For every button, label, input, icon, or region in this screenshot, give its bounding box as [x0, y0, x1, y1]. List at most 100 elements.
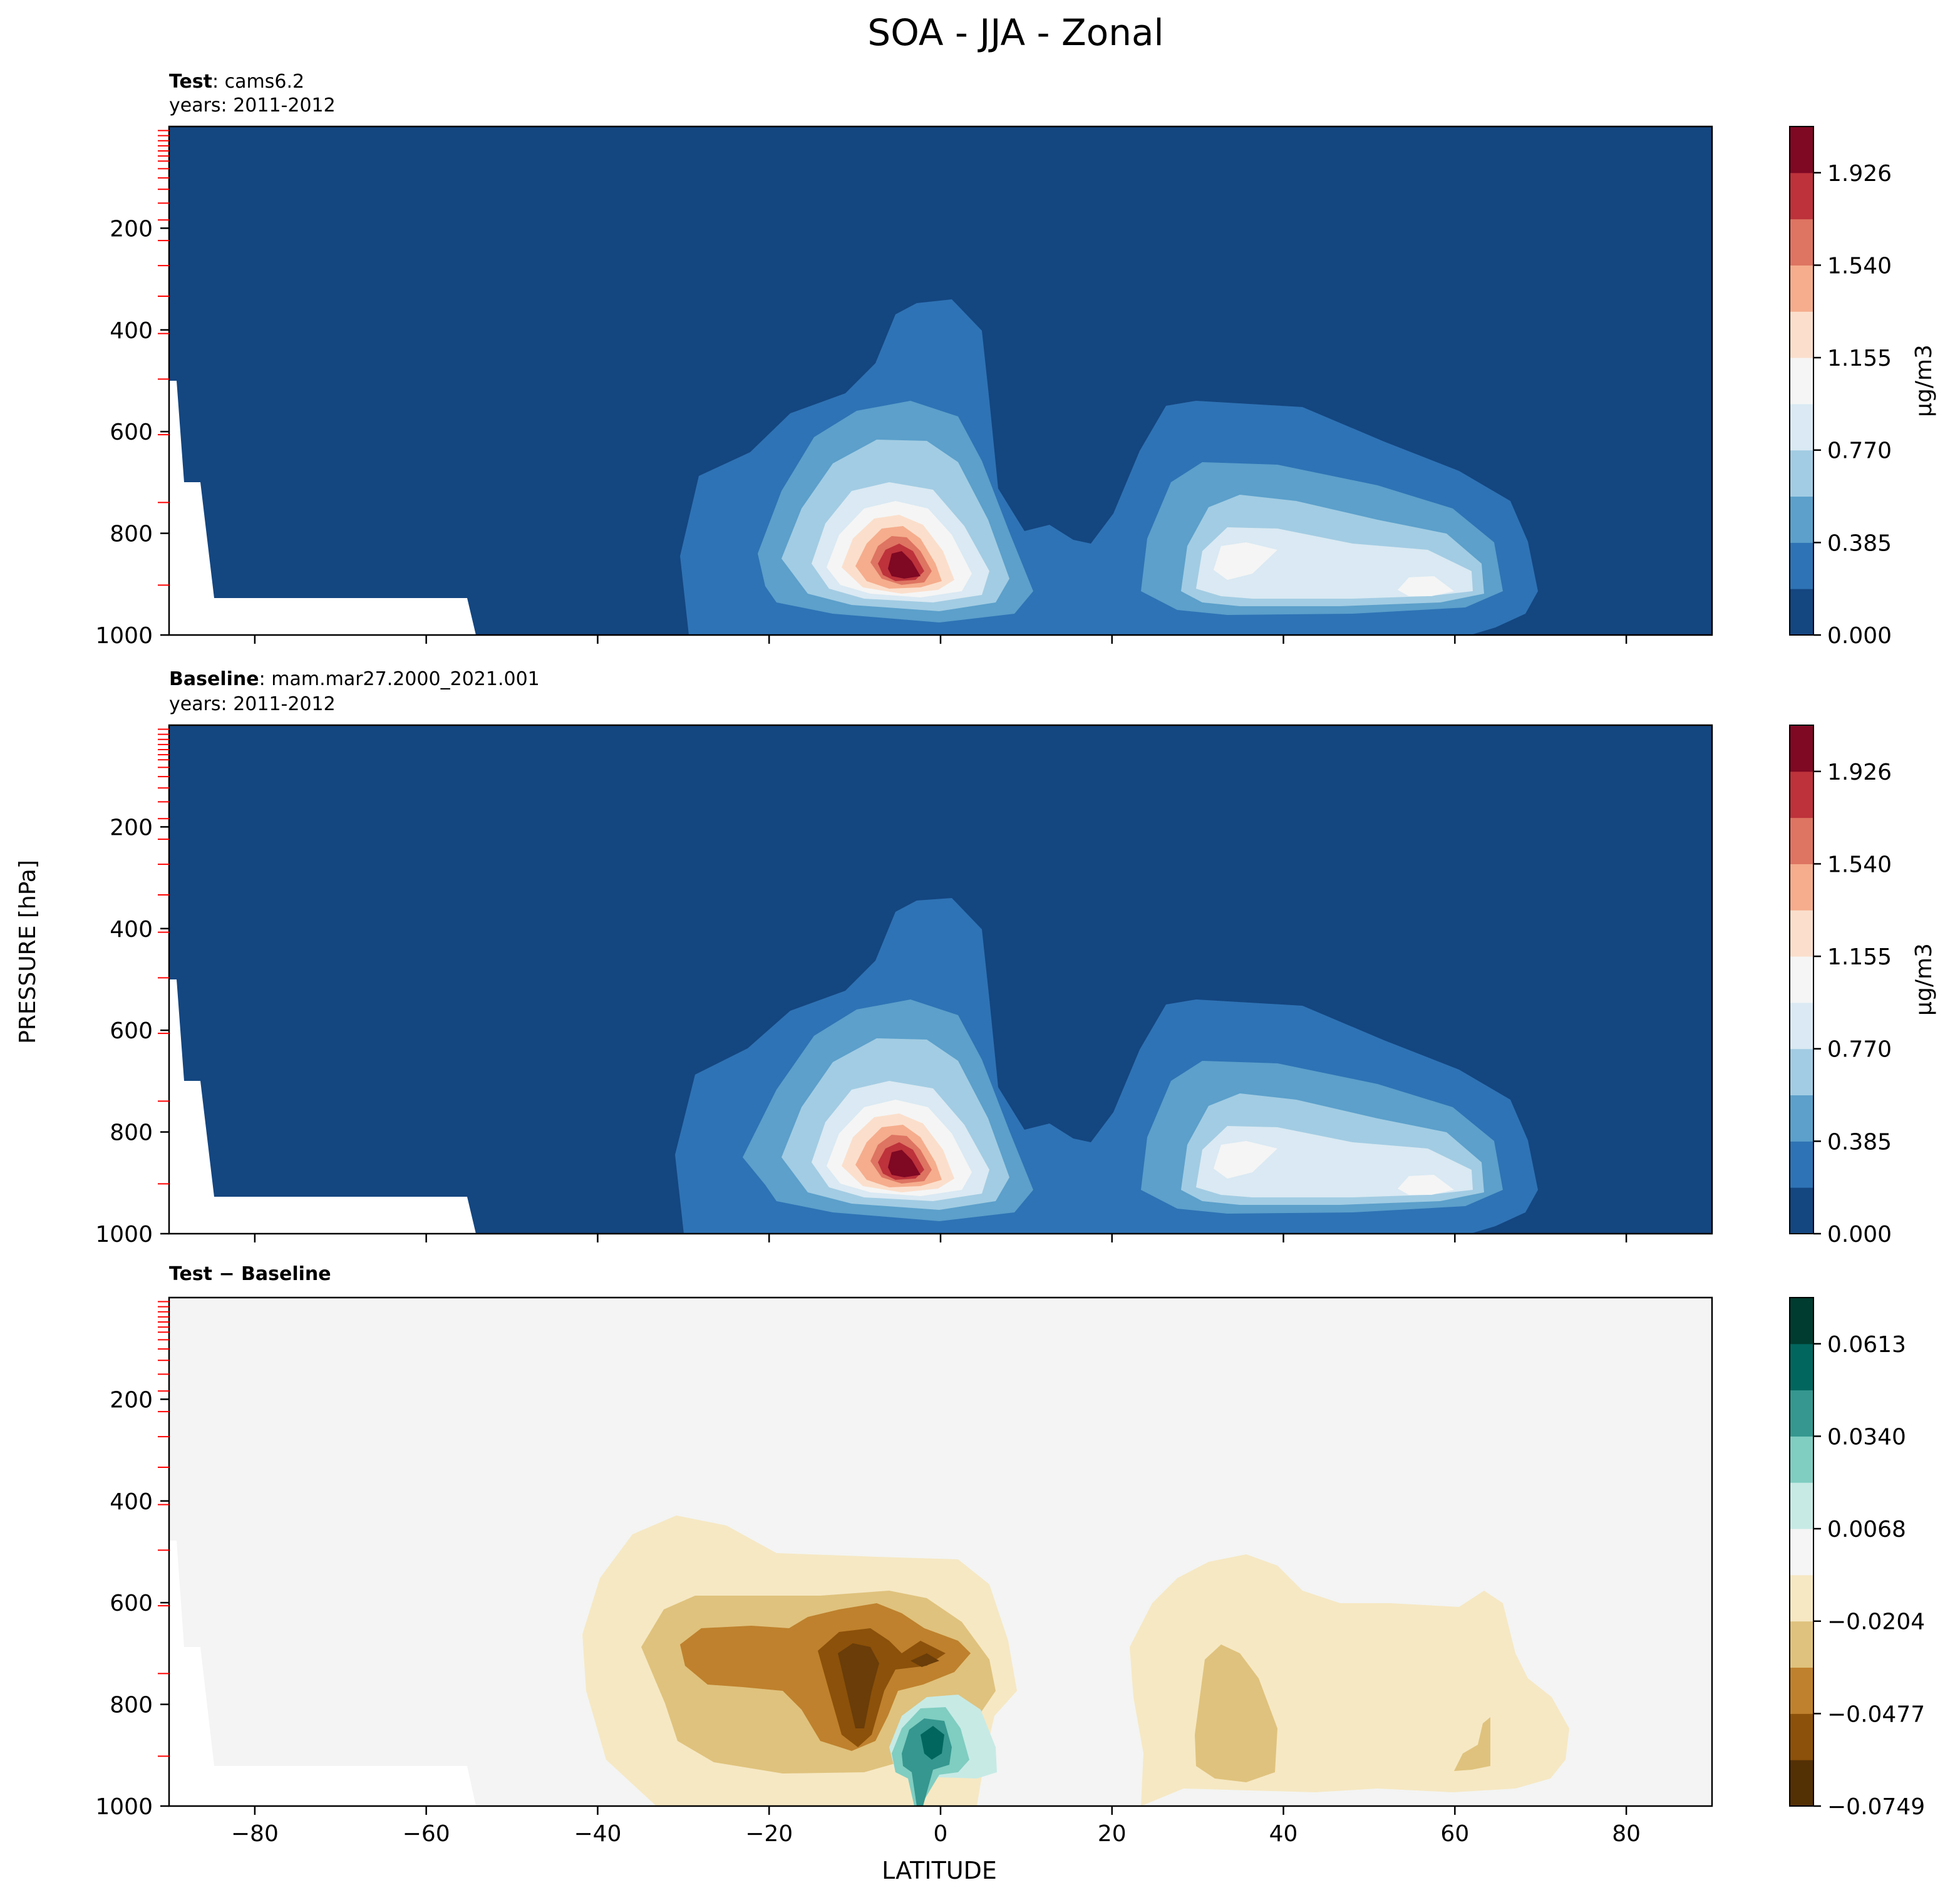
- colorbar-swatch: [1790, 311, 1813, 358]
- colorbar-tick-label: 0.000: [1827, 1222, 1892, 1247]
- colorbar-tick-label: 0.385: [1827, 530, 1892, 556]
- colorbar-tick-label: 1.155: [1827, 346, 1892, 371]
- colorbar-swatch: [1790, 1187, 1813, 1234]
- colorbar-tick-label: 1.155: [1827, 944, 1892, 970]
- colorbar-swatch: [1790, 1436, 1813, 1483]
- panel-test-contours: [169, 126, 1712, 635]
- panel-test: Test: cams6.2 years: 2011-2012 200 400 600…: [95, 71, 1713, 649]
- x-tick-label: 0: [934, 1821, 948, 1847]
- x-tick-label: −20: [745, 1821, 793, 1847]
- contour-level-10: [888, 1150, 921, 1177]
- colorbar-swatch: [1790, 219, 1813, 266]
- colorbar-label: μg/m3: [1911, 943, 1937, 1016]
- panel-baseline-subtitle: years: 2011-2012: [169, 693, 336, 715]
- y-tick-label: 200: [110, 216, 153, 242]
- colorbar-tick-label: −0.0477: [1827, 1701, 1925, 1727]
- colorbar-swatch: [1790, 403, 1813, 451]
- y-tick-label: 800: [110, 522, 153, 547]
- colorbar-swatch: [1790, 1002, 1813, 1050]
- colorbar-swatch: [1790, 126, 1813, 173]
- panel-difference-contours: [169, 1298, 1712, 1806]
- colorbar-swatch: [1790, 1621, 1813, 1668]
- colorbar-tick-label: 1.926: [1827, 760, 1892, 785]
- colorbar-swatch: [1790, 1343, 1813, 1391]
- colorbar-swatch: [1790, 1482, 1813, 1529]
- colorbar-swatch: [1790, 1141, 1813, 1188]
- contour-level-4: [812, 1081, 1473, 1201]
- figure-title: SOA - JJA - Zonal: [867, 11, 1163, 54]
- panel-baseline-title-bold: Baseline: [169, 668, 259, 690]
- colorbar-swatch: [1790, 496, 1813, 543]
- colorbar-frame: [1789, 126, 1814, 636]
- panel-test-subtitle: years: 2011-2012: [169, 95, 336, 116]
- colorbar-tick-label: 0.0068: [1827, 1517, 1906, 1542]
- missing-data-region: [169, 979, 476, 1234]
- panel-test-axes: 200 400 600 800 1000: [95, 130, 1627, 649]
- y-tick-label: 600: [110, 420, 153, 445]
- x-tick-label: −80: [231, 1821, 279, 1847]
- colorbar-swatch: [1790, 265, 1813, 312]
- panel-baseline-axes: 200 400 600 800 1000: [95, 728, 1627, 1247]
- contour-pos-4: [921, 1726, 944, 1760]
- colorbar-swatch: [1790, 817, 1813, 864]
- panel-test-title-bold: Test: [169, 71, 212, 93]
- colorbar-frame: [1789, 1297, 1814, 1807]
- colorbar-swatch: [1790, 1574, 1813, 1622]
- y-tick-label: 1000: [95, 1222, 153, 1247]
- colorbar-tick-label: 1.926: [1827, 161, 1892, 187]
- colorbar-swatch: [1790, 725, 1813, 772]
- colorbar-swatch: [1790, 172, 1813, 220]
- colorbar-swatch: [1790, 450, 1813, 497]
- colorbar-label: μg/m3: [1911, 344, 1937, 417]
- panel-baseline-title-rest: : mam.mar27.2000_2021.001: [259, 668, 540, 690]
- y-tick-label: 600: [110, 1591, 153, 1616]
- colorbar-frame: [1789, 725, 1814, 1234]
- y-tick-label: 200: [110, 815, 153, 840]
- x-tick-label: −60: [403, 1821, 450, 1847]
- x-tick-label: 40: [1269, 1821, 1298, 1847]
- x-tick-label: −40: [574, 1821, 621, 1847]
- colorbar-swatch: [1790, 1760, 1813, 1807]
- colorbar-swatch: [1790, 1390, 1813, 1437]
- colorbar-swatch: [1790, 589, 1813, 636]
- x-tick-label: 80: [1612, 1821, 1641, 1847]
- x-axis-label: LATITUDE: [882, 1857, 997, 1884]
- colorbar-swatch: [1790, 1048, 1813, 1096]
- panel-difference-title: Test − Baseline: [169, 1263, 331, 1285]
- y-tick-label: 800: [110, 1120, 153, 1146]
- y-axis-label: PRESSURE [hPa]: [15, 860, 41, 1044]
- y-tick-label: 400: [110, 318, 153, 344]
- contour-neg-5: [838, 1643, 939, 1728]
- colorbar-swatch: [1790, 864, 1813, 911]
- y-tick-label: 400: [110, 917, 153, 942]
- colorbar-swatch: [1790, 1713, 1813, 1760]
- colorbar-tick-label: 0.770: [1827, 438, 1892, 464]
- contour-level-10: [888, 551, 921, 579]
- y-tick-label: 400: [110, 1489, 153, 1515]
- colorbar-tick-label: 0.000: [1827, 623, 1892, 649]
- colorbar-swatch: [1790, 956, 1813, 1003]
- panel-baseline-title: Baseline: mam.mar27.2000_2021.001: [169, 668, 540, 690]
- x-tick-label: 20: [1098, 1821, 1127, 1847]
- colorbar-swatch: [1790, 910, 1813, 957]
- y-tick-label: 600: [110, 1018, 153, 1044]
- colorbar-swatch: [1790, 1667, 1813, 1714]
- colorbar-swatch: [1790, 358, 1813, 405]
- colorbar-tick-label: −0.0204: [1827, 1609, 1925, 1635]
- colorbar-tick-label: −0.0749: [1827, 1794, 1925, 1820]
- colorbar-tick-label: 0.0340: [1827, 1424, 1906, 1450]
- missing-data-region: [169, 381, 476, 635]
- colorbar-tick-label: 1.540: [1827, 852, 1892, 877]
- colorbar-tick-label: 0.385: [1827, 1129, 1892, 1155]
- colorbar-swatch: [1790, 1298, 1813, 1345]
- colorbar-swatch: [1790, 771, 1813, 818]
- missing-data-region: [169, 1541, 476, 1806]
- y-tick-label: 200: [110, 1387, 153, 1413]
- colorbar-swatch: [1790, 542, 1813, 589]
- panel-difference-axes: 200 400 600 800 1000 −80 −60 −40 −20 0 20 40 60 80: [95, 1301, 1641, 1847]
- colorbar-swatch: [1790, 1529, 1813, 1576]
- colorbar-tick-label: 0.770: [1827, 1037, 1892, 1063]
- colorbar-tick-label: 1.540: [1827, 253, 1892, 279]
- colorbar-tick-label: 0.0613: [1827, 1332, 1906, 1358]
- panel-baseline: Baseline: mam.mar27.2000_2021.001 years:…: [95, 668, 1713, 1247]
